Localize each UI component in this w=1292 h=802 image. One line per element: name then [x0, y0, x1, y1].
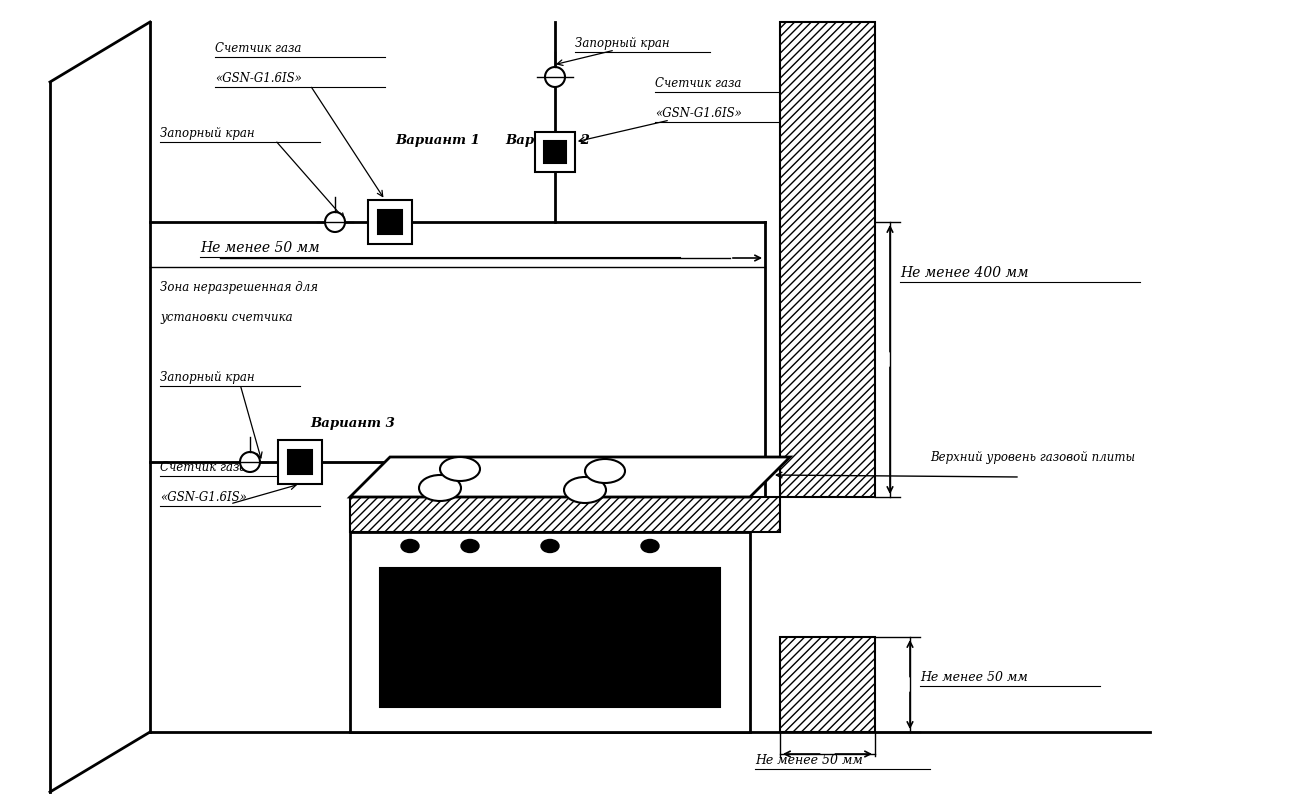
- Ellipse shape: [541, 540, 559, 553]
- Text: Не менее 50 мм: Не менее 50 мм: [755, 754, 863, 767]
- Bar: [288, 450, 313, 474]
- Text: Вариант 1: Вариант 1: [395, 134, 479, 147]
- Text: Не менее 400 мм: Не менее 400 мм: [901, 266, 1028, 280]
- Bar: [350, 532, 749, 732]
- Text: Счетчик газа: Счетчик газа: [214, 42, 301, 55]
- Bar: [368, 200, 412, 244]
- Ellipse shape: [641, 540, 659, 553]
- Ellipse shape: [585, 459, 625, 483]
- Text: Зона неразрешенная для: Зона неразрешенная для: [160, 281, 318, 294]
- Bar: [535, 132, 575, 172]
- Circle shape: [545, 67, 565, 87]
- Bar: [544, 141, 566, 163]
- Ellipse shape: [565, 477, 606, 503]
- Text: Запорный кран: Запорный кран: [160, 371, 255, 384]
- Ellipse shape: [461, 540, 479, 553]
- Text: Счетчик газа: Счетчик газа: [655, 77, 742, 90]
- Text: «GSN-G1.6IS»: «GSN-G1.6IS»: [160, 491, 247, 504]
- Text: «GSN-G1.6IS»: «GSN-G1.6IS»: [214, 72, 302, 85]
- Bar: [350, 497, 780, 532]
- Ellipse shape: [441, 457, 481, 481]
- Polygon shape: [350, 457, 789, 497]
- Bar: [377, 210, 402, 234]
- Text: Не менее 50 мм: Не менее 50 мм: [920, 671, 1027, 684]
- Circle shape: [240, 452, 260, 472]
- Text: Вариант 2: Вариант 2: [505, 134, 590, 147]
- Ellipse shape: [419, 475, 461, 501]
- Text: Запорный кран: Запорный кран: [575, 37, 669, 50]
- Bar: [780, 637, 875, 732]
- Text: Вариант 3: Вариант 3: [310, 417, 395, 430]
- Ellipse shape: [401, 540, 419, 553]
- Text: Не менее 50 мм: Не менее 50 мм: [200, 241, 319, 255]
- Circle shape: [326, 212, 345, 232]
- Bar: [380, 568, 720, 707]
- Bar: [780, 22, 875, 497]
- Text: Верхний уровень газовой плиты: Верхний уровень газовой плиты: [930, 451, 1136, 464]
- Text: Запорный кран: Запорный кран: [160, 127, 255, 140]
- Text: установки счетчика: установки счетчика: [160, 311, 292, 324]
- Bar: [278, 440, 322, 484]
- Text: «GSN-G1.6IS»: «GSN-G1.6IS»: [655, 107, 742, 120]
- Text: Счетчик газа: Счетчик газа: [160, 461, 247, 474]
